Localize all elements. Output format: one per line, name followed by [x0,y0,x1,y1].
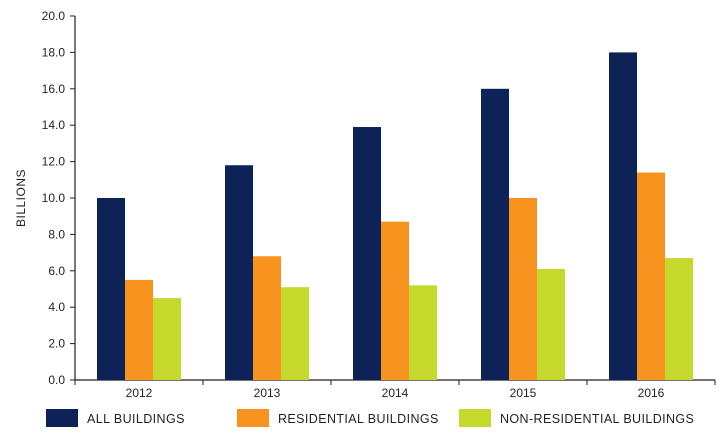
bar [509,198,537,380]
y-tick-label: 18.0 [42,45,66,59]
x-tick-label: 2014 [382,386,409,400]
bar [665,258,693,380]
bar [125,279,153,380]
bar [253,256,281,380]
bar [97,198,125,380]
legend-label: RESIDENTIAL BUILDINGS [278,412,439,426]
bars [97,52,693,381]
x-tick-label: 2013 [254,386,281,400]
y-tick-label: 4.0 [48,300,65,314]
bar [281,287,309,380]
y-tick-label: 14.0 [42,118,66,132]
legend-label: ALL BUILDINGS [87,412,185,426]
x-tick-label: 2016 [638,386,665,400]
legend: ALL BUILDINGS RESIDENTIAL BUILDINGS NON-RE… [46,409,694,427]
x-tick-label: 2012 [126,386,153,400]
legend-label: NON-RESIDENTIAL BUILDINGS [500,412,694,426]
bar [537,268,565,380]
y-tick-label: 16.0 [42,82,66,96]
y-tick-label: 10.0 [42,191,66,205]
x-tick-label: 2015 [510,386,537,400]
y-tick-label: 12.0 [42,155,66,169]
legend-swatch [459,409,491,427]
bar [381,221,409,380]
y-tick-label: 20.0 [42,9,66,23]
bar [153,298,181,380]
x-axis: 2012 2013 2014 2015 2016 [74,379,716,400]
y-axis-title: BILLIONS [14,169,28,227]
bar [609,52,637,381]
y-tick-label: 8.0 [48,227,65,241]
bar [409,285,437,380]
y-axis: 0.0 2.0 4.0 6.0 8.0 10.0 12.0 14.0 16.0 18.0 20.0 [42,9,76,387]
y-tick-label: 6.0 [48,264,65,278]
y-tick-label: 2.0 [48,337,65,351]
bar [353,127,381,381]
y-tick-label: 0.0 [48,373,65,387]
legend-swatch [237,409,269,427]
bar [225,165,253,380]
bar [637,172,665,380]
bar [481,88,509,381]
legend-swatch [46,409,78,427]
